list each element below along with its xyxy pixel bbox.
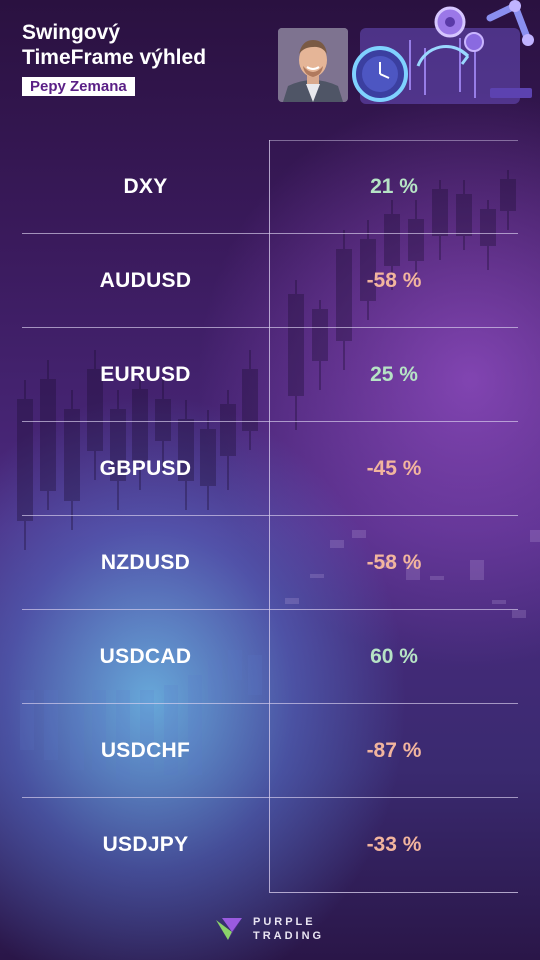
column-divider <box>269 140 270 892</box>
row-divider <box>22 233 518 234</box>
table-row: EURUSD 25 % <box>22 328 518 422</box>
table-row: USDJPY -33 % <box>22 798 518 892</box>
table-top-border <box>269 140 518 141</box>
author-badge: Pepy Zemana <box>22 77 135 96</box>
row-value: -45 % <box>366 457 422 480</box>
row-symbol: EURUSD <box>100 363 191 386</box>
row-value: -58 % <box>366 551 422 574</box>
row-value: -33 % <box>366 833 422 856</box>
row-symbol: USDCHF <box>100 739 191 762</box>
table-row: NZDUSD -58 % <box>22 516 518 610</box>
row-value: 60 % <box>370 645 418 668</box>
purple-trading-logo-icon <box>216 918 242 940</box>
row-divider <box>22 327 518 328</box>
brand-name-line-1: PURPLE <box>253 916 316 928</box>
row-divider <box>22 609 518 610</box>
row-value: 21 % <box>370 175 418 198</box>
header-title: Swingový TimeFrame výhled <box>22 20 206 70</box>
brand-name: PURPLE TRADING <box>253 915 324 943</box>
row-divider <box>22 421 518 422</box>
table-row: USDCHF -87 % <box>22 704 518 798</box>
row-value: 25 % <box>370 363 418 386</box>
clock-gear-illustration <box>350 0 540 112</box>
row-divider <box>22 703 518 704</box>
row-symbol: NZDUSD <box>100 551 191 574</box>
table-row: USDCAD 60 % <box>22 610 518 704</box>
outlook-table: DXY 21 % AUDUSD -58 % EURUSD 25 % GBPUSD… <box>22 140 518 893</box>
row-value: -87 % <box>366 739 422 762</box>
background-candlestick-pattern <box>17 170 540 780</box>
row-symbol: AUDUSD <box>99 269 192 292</box>
portrait-photo <box>278 28 348 102</box>
footer-brand: PURPLE TRADING <box>0 910 540 950</box>
row-divider <box>22 797 518 798</box>
row-value: -58 % <box>366 269 422 292</box>
table-row: DXY 21 % <box>22 140 518 234</box>
header-title-line-1: Swingový <box>22 21 121 44</box>
row-symbol: USDJPY <box>102 833 189 856</box>
table-row: AUDUSD -58 % <box>22 234 518 328</box>
brand-name-line-2: TRADING <box>253 930 325 942</box>
row-symbol: USDCAD <box>99 645 192 668</box>
table-row: GBPUSD -45 % <box>22 422 518 516</box>
row-divider <box>22 515 518 516</box>
row-symbol: DXY <box>123 175 168 198</box>
row-symbol: GBPUSD <box>99 457 192 480</box>
table-bottom-border <box>269 892 518 893</box>
header-title-line-2: TimeFrame výhled <box>22 46 207 69</box>
